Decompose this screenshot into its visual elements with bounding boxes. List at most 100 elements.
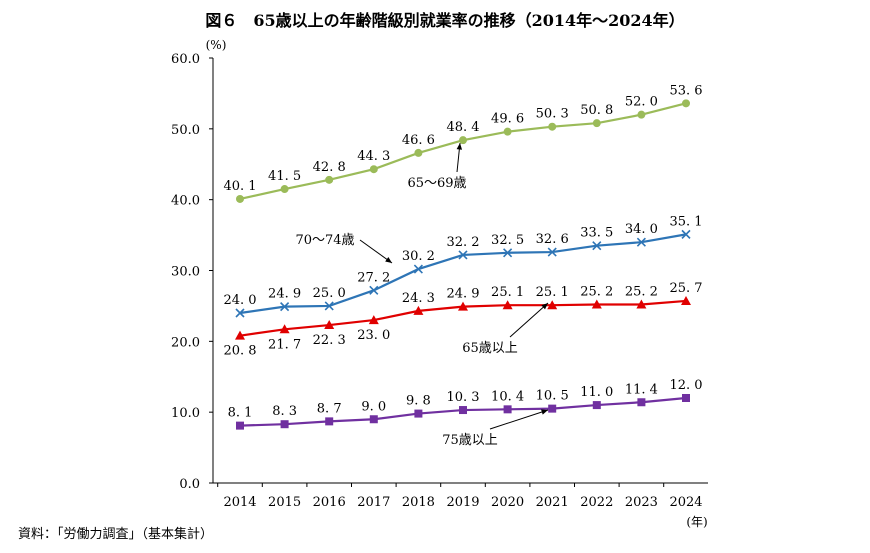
data-point	[503, 405, 512, 414]
data-point	[503, 127, 512, 136]
data-label: 25. 1	[536, 285, 569, 300]
series-annotation: 75歳以上	[442, 433, 498, 448]
x-tick-label: 2014	[223, 495, 256, 510]
data-point	[681, 229, 691, 239]
annotation-arrow	[489, 409, 549, 430]
arrow-head	[385, 257, 392, 263]
y-tick-label: 30.0	[171, 265, 200, 280]
data-label: 49. 6	[491, 112, 524, 127]
data-point	[636, 237, 646, 247]
data-label: 53. 6	[669, 83, 702, 98]
data-label: 9. 8	[406, 394, 431, 409]
data-label: 46. 6	[402, 133, 435, 148]
data-label: 42. 8	[313, 160, 346, 175]
data-label: 20. 8	[223, 344, 256, 359]
data-point	[548, 122, 557, 131]
data-point	[368, 315, 379, 325]
data-label: 25. 2	[580, 285, 613, 300]
data-label: 10. 3	[446, 390, 479, 405]
data-point	[236, 194, 244, 203]
x-tick-label: 2021	[536, 495, 569, 510]
data-label: 25. 0	[313, 286, 346, 301]
data-point	[369, 165, 378, 174]
data-point	[325, 417, 334, 426]
data-point	[458, 250, 468, 260]
x-tick-label: 2018	[402, 495, 435, 510]
data-point	[591, 299, 602, 309]
data-point	[280, 420, 289, 429]
x-tick-label: 2015	[268, 495, 301, 510]
data-label: 40. 1	[223, 179, 256, 194]
data-point	[681, 295, 691, 305]
data-point	[637, 110, 646, 119]
x-tick-label: 2016	[313, 495, 346, 510]
x-tick-label: 2023	[625, 495, 658, 510]
x-tick-label: 2020	[491, 495, 524, 510]
data-label: 50. 3	[536, 107, 569, 122]
y-tick-label: 0.0	[179, 477, 200, 492]
data-point	[280, 302, 290, 312]
data-label: 11. 0	[580, 385, 613, 400]
data-label: 25. 1	[491, 285, 524, 300]
data-label: 24. 0	[223, 293, 256, 308]
x-tick-label: 2022	[580, 495, 613, 510]
data-point	[279, 324, 290, 334]
data-point	[235, 308, 245, 318]
data-label: 24. 9	[446, 287, 479, 302]
data-point	[369, 285, 379, 295]
x-axis-label: (年)	[686, 515, 707, 529]
data-label: 12. 0	[669, 378, 702, 393]
y-tick-label: 20.0	[171, 335, 200, 350]
data-point	[236, 421, 244, 430]
data-label: 52. 0	[625, 95, 658, 110]
data-label: 34. 0	[625, 222, 658, 237]
data-point	[682, 394, 690, 402]
data-point	[458, 301, 468, 311]
data-label: 35. 1	[669, 214, 702, 229]
data-point	[636, 299, 647, 309]
annotation-arrow	[359, 239, 393, 264]
data-label: 32. 6	[536, 232, 569, 247]
chart-title: 図６ 65歳以上の年齢階級別就業率の推移（2014年～2024年）	[205, 11, 684, 30]
y-axis-label: (%)	[206, 38, 227, 52]
data-label: 50. 8	[580, 103, 613, 118]
data-point	[592, 401, 601, 410]
data-label: 41. 5	[268, 169, 301, 184]
series-annotation: 65～69歳	[407, 176, 466, 191]
y-tick-label: 50.0	[171, 123, 200, 138]
arrow-head	[456, 143, 463, 150]
data-label: 8. 7	[317, 401, 342, 416]
data-point	[369, 415, 378, 424]
arrow-head	[541, 303, 548, 310]
data-label: 21. 7	[268, 337, 301, 352]
annotation-arrow	[509, 302, 549, 338]
data-point	[413, 264, 423, 274]
data-label: 8. 3	[272, 404, 297, 419]
data-point	[459, 406, 467, 415]
x-tick-label: 2024	[669, 495, 702, 510]
data-point	[414, 148, 423, 157]
data-point	[324, 301, 334, 311]
data-point	[592, 119, 601, 128]
data-label: 10. 5	[536, 389, 569, 404]
data-label: 48. 4	[446, 120, 479, 135]
data-point	[459, 136, 467, 145]
data-label: 23. 0	[357, 328, 390, 343]
data-point	[547, 300, 558, 310]
data-point	[548, 404, 557, 413]
data-label: 33. 5	[580, 226, 613, 241]
data-label: 44. 3	[357, 149, 390, 164]
data-point	[503, 248, 513, 258]
y-tick-label: 40.0	[171, 194, 200, 209]
data-point	[280, 185, 289, 194]
x-tick-label: 2017	[357, 495, 390, 510]
arrow-head	[541, 409, 548, 415]
data-point	[637, 398, 646, 407]
data-point	[325, 175, 334, 184]
data-label: 10. 4	[491, 389, 524, 404]
data-label: 25. 2	[625, 285, 658, 300]
data-label: 24. 9	[268, 287, 301, 302]
source-note: 資料：「労働力調査」（基本集計）	[18, 526, 213, 542]
data-label: 22. 3	[313, 333, 346, 348]
